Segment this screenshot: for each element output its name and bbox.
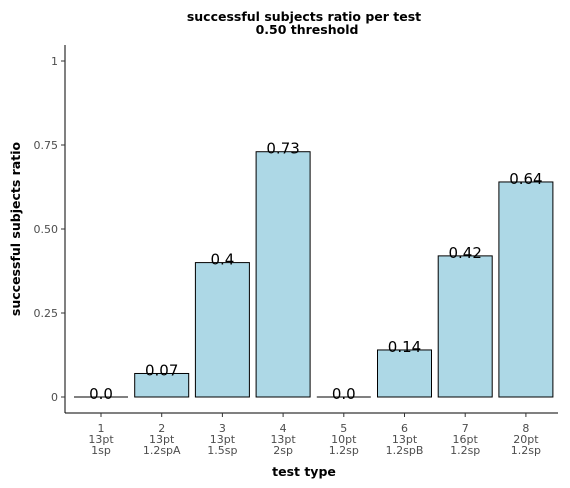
x-axis-title: test type <box>272 464 336 479</box>
bar <box>134 372 190 398</box>
x-tick-label: 3 13pt 1.5sp <box>207 422 237 457</box>
y-tick-label: 0 <box>51 391 58 404</box>
bar-value-label: 0.0 <box>89 385 113 403</box>
bar <box>498 181 554 398</box>
x-tick-label-line: 1sp <box>91 444 111 457</box>
x-tick-label-line: 1.2sp <box>329 444 359 457</box>
x-tick-label: 4 13pt 2sp <box>270 422 296 457</box>
chart-subtitle: 0.50 threshold <box>256 22 359 37</box>
bar-value-label: 0.14 <box>388 338 421 356</box>
bar-value-label: 0.42 <box>448 244 481 262</box>
x-tick-label-line: 4 <box>280 422 287 435</box>
x-tick-label: 7 16pt 1.2sp <box>450 422 480 457</box>
x-tick-label-line: 13pt <box>392 433 418 446</box>
x-tick-label-line: 5 <box>340 422 347 435</box>
bar <box>437 255 493 398</box>
x-tick-label-line: 13pt <box>88 433 114 446</box>
bar <box>194 262 250 398</box>
x-tick-label-line: 13pt <box>210 433 236 446</box>
x-tick-label-line: 13pt <box>270 433 296 446</box>
y-tick-label: 0.50 <box>34 223 59 236</box>
x-tick-label-line: 1.2spA <box>143 444 181 457</box>
x-tick-label-line: 2 <box>158 422 165 435</box>
x-tick-label-line: 20pt <box>513 433 539 446</box>
x-tick-label-line: 13pt <box>149 433 175 446</box>
chart-title: successful subjects ratio per test <box>187 9 421 24</box>
x-tick-label-line: 1.2sp <box>511 444 541 457</box>
y-tick-label: 0.25 <box>34 307 59 320</box>
x-tick-label: 1 13pt 1sp <box>88 422 114 457</box>
x-tick-label-line: 16pt <box>453 433 479 446</box>
y-axis-title: successful subjects ratio <box>8 142 23 317</box>
x-tick-label-line: 3 <box>219 422 226 435</box>
x-tick-label-line: 7 <box>462 422 469 435</box>
x-tick-label-line: 1.2sp <box>450 444 480 457</box>
bar-value-label: 0.64 <box>509 170 542 188</box>
bar-value-label: 0.0 <box>332 385 356 403</box>
bar <box>377 349 432 398</box>
x-tick-label-line: 1.5sp <box>207 444 237 457</box>
bar-value-label: 0.4 <box>210 251 234 269</box>
bar-value-label: 0.73 <box>266 140 299 158</box>
x-tick-label-line: 1.2spB <box>386 444 424 457</box>
x-tick-label: 2 13pt 1.2spA <box>143 422 181 457</box>
y-tick-label: 0.75 <box>34 139 59 152</box>
x-tick-label: 5 10pt 1.2sp <box>329 422 359 457</box>
x-tick-label: 6 13pt 1.2spB <box>386 422 424 457</box>
x-tick-label-line: 6 <box>401 422 408 435</box>
y-tick-label: 1 <box>51 55 58 68</box>
x-tick-label: 8 20pt 1.2sp <box>511 422 541 457</box>
x-tick-label-line: 8 <box>522 422 529 435</box>
x-tick-label-line: 2sp <box>273 444 293 457</box>
x-tick-label-line: 10pt <box>331 433 357 446</box>
bar <box>255 151 311 398</box>
x-tick-label-line: 1 <box>98 422 105 435</box>
bar-value-label: 0.07 <box>145 361 178 379</box>
